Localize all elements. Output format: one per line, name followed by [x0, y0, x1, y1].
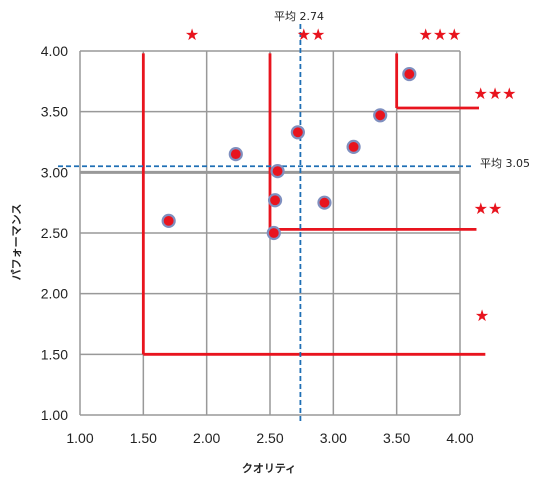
x-tick-label: 3.00: [320, 430, 347, 446]
star-label-one-star-zone: ★: [475, 306, 489, 325]
star-label-top-right: ★★★: [418, 25, 461, 44]
data-point: [346, 139, 361, 154]
data-point: [267, 193, 283, 208]
y-tick-label: 4.00: [41, 43, 68, 59]
star-label-top-middle: ★★: [297, 25, 326, 44]
mean-lines: [58, 24, 474, 423]
data-point: [161, 213, 176, 228]
x-tick-label: 3.50: [383, 430, 410, 446]
data-point: [266, 225, 281, 241]
star-label-three-star-zone: ★★★: [473, 84, 516, 103]
data-point: [290, 125, 305, 140]
star-label-two-star-zone: ★★: [474, 199, 503, 218]
y-tick-label: 2.00: [41, 286, 68, 302]
x-axis-title: クオリティ: [242, 462, 296, 475]
y-tick-label: 1.00: [41, 407, 68, 423]
y-tick-label: 2.50: [41, 225, 68, 241]
mean-x-label: 平均 2.74: [274, 10, 324, 23]
data-points: [161, 66, 417, 241]
tick-labels: 1.00 1.50 2.00 2.50 3.00 3.50 4.00 1.00 1.50 2.00…: [41, 43, 474, 446]
x-tick-label: 2.50: [256, 430, 283, 446]
data-point: [228, 147, 243, 162]
data-point: [373, 108, 388, 123]
y-axis-title: パフォーマンス: [10, 204, 23, 281]
data-point: [270, 164, 285, 179]
x-tick-label: 1.50: [130, 430, 157, 446]
x-tick-label: 2.00: [193, 430, 220, 446]
mean-y-label: 平均 3.05: [480, 157, 530, 170]
y-tick-label: 3.00: [41, 164, 68, 180]
rating-zone-lines: [141, 53, 486, 356]
star-label-top-left: ★: [185, 25, 199, 44]
y-tick-label: 3.50: [41, 104, 68, 120]
data-point: [402, 66, 417, 82]
y-tick-label: 1.50: [41, 346, 68, 362]
data-point: [317, 195, 332, 210]
x-tick-label: 1.00: [66, 430, 93, 446]
x-tick-label: 4.00: [446, 430, 473, 446]
